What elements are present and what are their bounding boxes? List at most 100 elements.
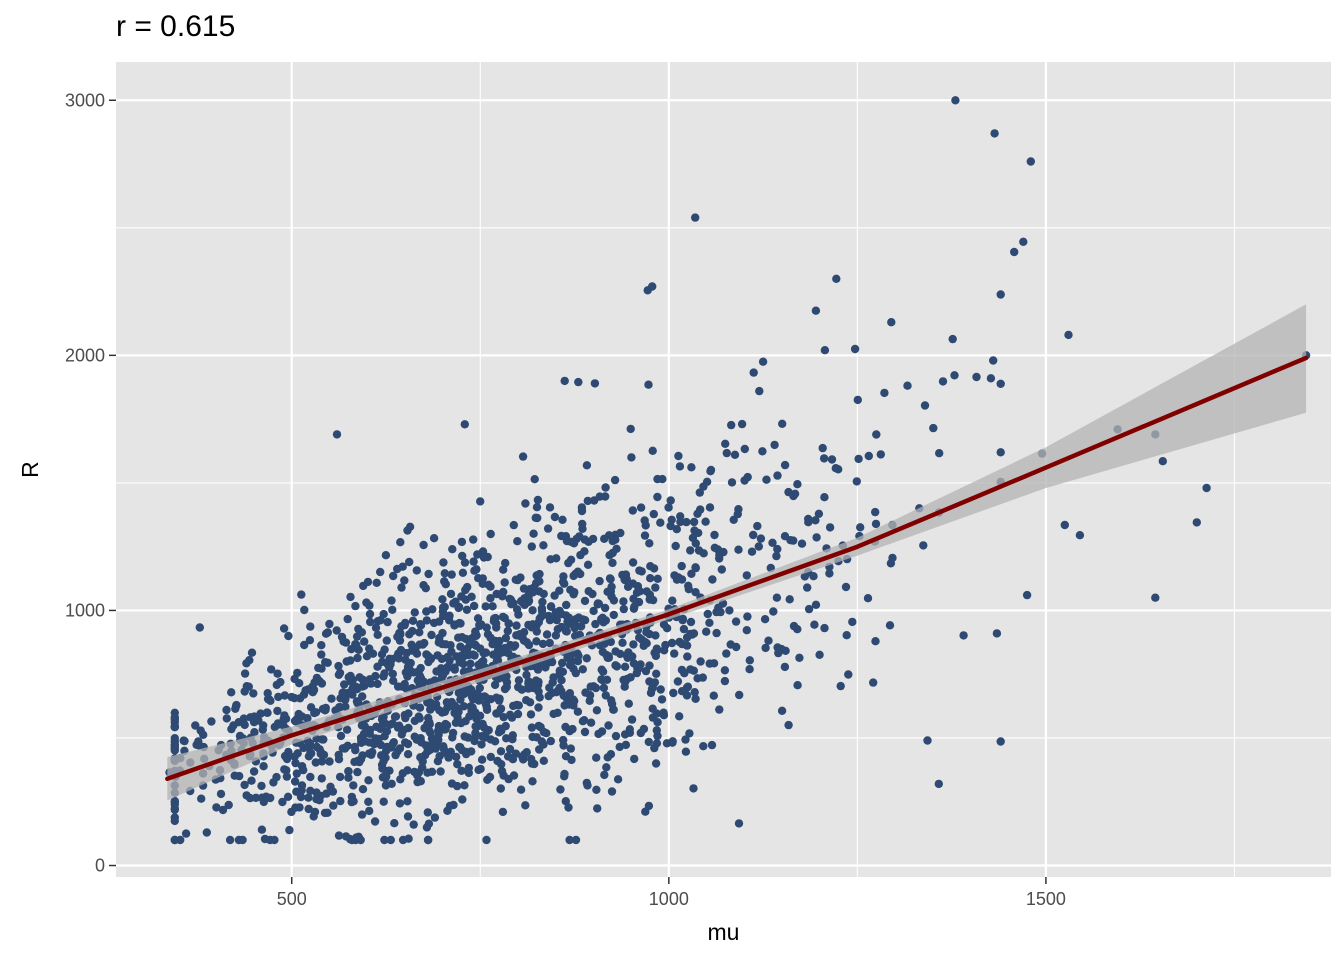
data-point bbox=[347, 797, 356, 807]
data-point bbox=[871, 507, 880, 517]
data-point bbox=[532, 627, 541, 636]
data-point bbox=[477, 658, 486, 667]
data-point bbox=[662, 624, 672, 633]
data-point bbox=[682, 691, 692, 700]
data-point bbox=[649, 509, 658, 519]
data-point bbox=[479, 553, 489, 562]
data-point bbox=[756, 534, 766, 543]
data-point bbox=[607, 582, 616, 591]
data-point bbox=[423, 651, 433, 661]
data-point bbox=[737, 419, 747, 429]
data-point bbox=[604, 721, 613, 730]
data-point bbox=[254, 716, 263, 725]
data-point bbox=[195, 623, 204, 632]
data-point bbox=[664, 503, 673, 512]
data-point bbox=[885, 621, 895, 630]
data-point bbox=[691, 694, 700, 703]
data-point bbox=[451, 620, 460, 629]
data-point bbox=[561, 611, 571, 620]
data-point bbox=[202, 828, 211, 837]
data-point bbox=[334, 670, 344, 679]
data-point bbox=[461, 634, 470, 644]
data-point bbox=[329, 801, 338, 810]
data-point bbox=[280, 765, 289, 774]
data-point bbox=[1060, 520, 1070, 530]
data-point bbox=[810, 620, 819, 629]
data-point bbox=[705, 618, 714, 627]
data-point bbox=[457, 537, 467, 547]
data-point bbox=[400, 710, 409, 720]
data-point bbox=[222, 705, 231, 715]
data-point bbox=[707, 740, 717, 750]
data-point bbox=[558, 515, 567, 524]
data-point bbox=[485, 772, 495, 782]
data-point bbox=[366, 617, 375, 627]
data-point bbox=[679, 624, 689, 634]
data-point bbox=[856, 523, 865, 532]
data-point bbox=[562, 536, 572, 546]
data-point bbox=[951, 96, 960, 105]
data-point bbox=[438, 595, 447, 604]
data-point bbox=[258, 725, 267, 734]
data-point bbox=[297, 781, 307, 790]
data-point bbox=[471, 728, 480, 738]
data-point bbox=[336, 731, 346, 741]
data-point bbox=[364, 797, 373, 806]
data-point bbox=[1019, 237, 1028, 246]
data-point bbox=[415, 703, 425, 712]
data-point bbox=[493, 652, 502, 661]
data-point bbox=[592, 785, 601, 794]
data-point bbox=[814, 509, 824, 518]
data-point bbox=[247, 776, 256, 785]
data-point bbox=[358, 692, 367, 701]
data-point bbox=[397, 730, 406, 739]
data-point bbox=[278, 797, 287, 807]
data-point bbox=[864, 451, 873, 461]
data-point bbox=[517, 596, 526, 606]
data-point bbox=[396, 538, 405, 547]
data-point bbox=[444, 753, 453, 762]
data-point bbox=[444, 663, 453, 672]
data-point bbox=[753, 521, 762, 531]
data-point bbox=[601, 483, 610, 492]
data-point bbox=[608, 558, 617, 568]
data-point bbox=[481, 648, 490, 657]
data-point bbox=[687, 569, 696, 578]
data-point bbox=[699, 742, 708, 751]
data-point bbox=[594, 599, 604, 608]
data-point bbox=[996, 737, 1005, 746]
data-point bbox=[423, 719, 432, 729]
data-point bbox=[521, 801, 530, 810]
data-point bbox=[412, 566, 421, 575]
data-point bbox=[303, 685, 312, 694]
data-point bbox=[729, 515, 738, 524]
data-point bbox=[675, 462, 685, 471]
data-point bbox=[611, 535, 620, 544]
data-point bbox=[644, 737, 653, 747]
data-point bbox=[245, 793, 255, 803]
data-point bbox=[492, 623, 501, 632]
data-point bbox=[562, 627, 571, 636]
data-point bbox=[402, 648, 411, 658]
data-point bbox=[537, 604, 547, 613]
data-point bbox=[358, 751, 367, 760]
data-point bbox=[651, 651, 661, 661]
data-point bbox=[315, 745, 324, 754]
data-point bbox=[689, 517, 699, 527]
data-point bbox=[616, 528, 625, 538]
data-point bbox=[449, 599, 458, 608]
data-point bbox=[566, 555, 576, 564]
data-point bbox=[403, 812, 413, 821]
data-point bbox=[590, 379, 600, 388]
data-point bbox=[321, 703, 330, 713]
data-point bbox=[430, 813, 440, 822]
data-point bbox=[380, 772, 389, 781]
data-point bbox=[559, 741, 568, 750]
data-point bbox=[383, 617, 392, 627]
data-point bbox=[224, 800, 233, 810]
data-point bbox=[533, 495, 543, 505]
data-point bbox=[474, 574, 483, 583]
data-point bbox=[304, 804, 313, 814]
data-point bbox=[436, 767, 445, 776]
data-point bbox=[365, 644, 374, 653]
